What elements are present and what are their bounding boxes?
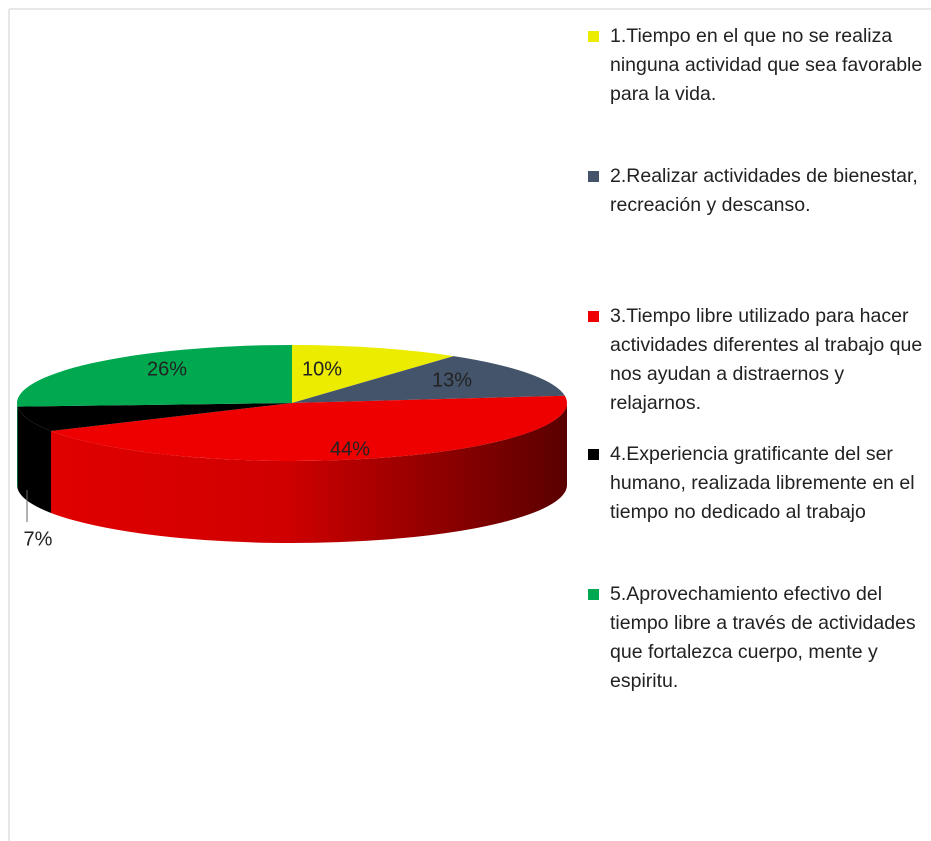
legend-label: 2.Realizar actividades de bienestar, rec…	[610, 165, 918, 216]
slice-side	[17, 403, 18, 489]
legend-item: 2.Realizar actividades de bienestar, rec…	[588, 162, 923, 220]
legend-label: 4.Experiencia gratificante del ser human…	[610, 443, 915, 523]
slice	[17, 345, 293, 407]
data-label: 26%	[147, 358, 187, 380]
slice-side	[51, 403, 567, 543]
data-label: 44%	[330, 438, 370, 460]
legend-label: 1.Tiempo en el que no se realiza ninguna…	[610, 25, 923, 105]
data-label: 13%	[432, 369, 472, 391]
slice	[17, 403, 292, 431]
slice	[292, 345, 454, 403]
data-label: 7%	[24, 528, 53, 550]
legend-swatch	[588, 311, 599, 322]
legend-swatch	[588, 449, 599, 460]
data-label: 10%	[302, 358, 342, 380]
legend-swatch	[588, 589, 599, 600]
legend-item: 5.Aprovechamiento efectivo del tiempo li…	[588, 580, 923, 696]
slice	[292, 356, 565, 403]
legend-label: 5.Aprovechamiento efectivo del tiempo li…	[610, 583, 916, 692]
slice-side	[17, 406, 52, 513]
slice	[51, 395, 567, 461]
legend-label: 3.Tiempo libre utilizado para hacer acti…	[610, 305, 923, 414]
legend-item: 3.Tiempo libre utilizado para hacer acti…	[588, 302, 923, 418]
legend-swatch	[588, 171, 599, 182]
legend-item: 4.Experiencia gratificante del ser human…	[588, 440, 923, 527]
legend-item: 1.Tiempo en el que no se realiza ninguna…	[588, 22, 923, 109]
legend-swatch	[588, 31, 599, 42]
